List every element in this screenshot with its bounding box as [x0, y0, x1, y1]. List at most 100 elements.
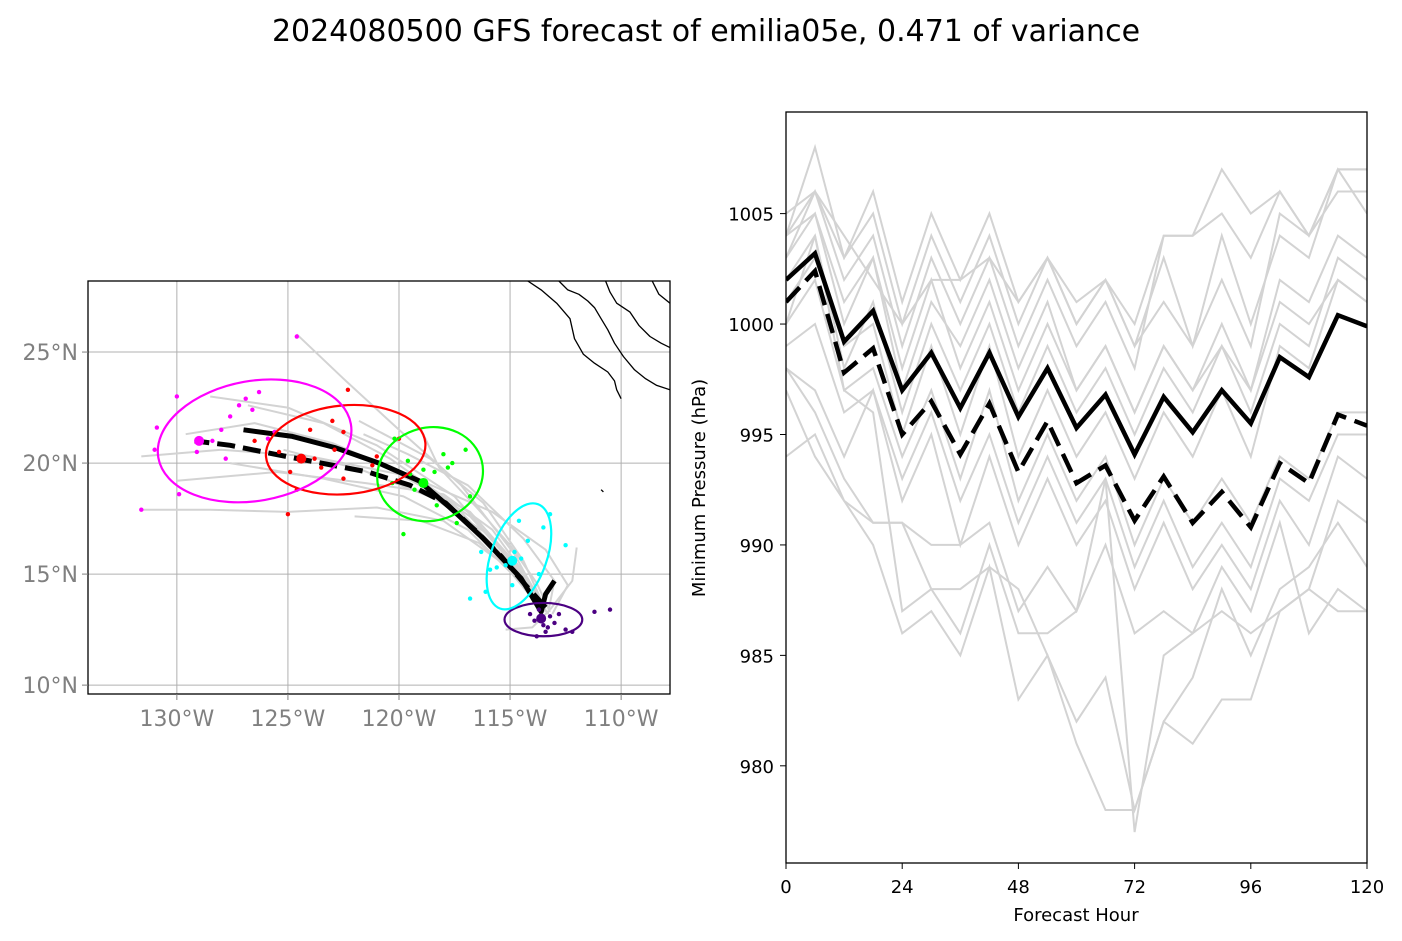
cluster-point-48h	[525, 538, 531, 543]
cluster-point-120h	[250, 407, 255, 412]
pressure-ensemble-line	[786, 367, 1367, 592]
pressure-ensemble-line	[786, 167, 1367, 350]
cluster-point-96h	[287, 469, 293, 475]
cluster-point-120h	[294, 334, 300, 339]
pressure-ensemble-line	[786, 211, 1367, 415]
cluster-point-48h	[518, 556, 524, 561]
map-xtick-label: 120°W	[362, 707, 437, 732]
cluster-point-24h	[607, 607, 613, 612]
cluster-point-72h	[401, 531, 406, 537]
cluster-point-72h	[421, 467, 426, 472]
cluster-point-24h	[547, 614, 553, 619]
cluster-point-24h	[536, 607, 542, 612]
cluster-point-120h	[219, 427, 224, 432]
cluster-point-120h	[154, 425, 160, 430]
coastline-segment	[651, 281, 670, 304]
cluster-point-24h	[543, 629, 548, 635]
track-map-panel: 130°W 125°W 120°W 115°W 110°W 10°N 15°N 20°N 25°…	[23, 280, 671, 732]
pressure-ensemble-line	[786, 167, 1367, 372]
cluster-mean-120h	[194, 435, 205, 446]
cluster-point-120h	[139, 507, 144, 512]
cluster-point-96h	[345, 387, 351, 393]
cluster-point-120h	[176, 491, 182, 497]
cluster-point-24h	[527, 611, 533, 617]
cluster-point-96h	[332, 447, 337, 452]
cluster-point-96h	[370, 463, 375, 468]
coastline-segment	[558, 281, 670, 391]
cluster-point-120h	[152, 447, 157, 452]
cluster-point-96h	[330, 418, 335, 424]
cluster-point-48h	[467, 596, 473, 601]
cluster-point-120h	[194, 449, 200, 455]
cluster-point-96h	[341, 429, 346, 435]
pressure-ytick-label: 1005	[728, 205, 774, 226]
cluster-point-120h	[256, 389, 262, 395]
cluster-point-120h	[227, 414, 233, 419]
map-xtick-label: 115°W	[473, 707, 548, 732]
pressure-ensemble-line	[786, 235, 1367, 833]
cluster-point-48h	[494, 565, 499, 570]
cluster-mean-24h	[536, 613, 547, 624]
cluster-point-72h	[467, 494, 473, 499]
cluster-point-72h	[441, 451, 446, 457]
pressure-mean-lines	[786, 249, 1367, 532]
coastline-segment	[527, 281, 622, 399]
cluster-point-24h	[532, 618, 537, 623]
cluster-point-48h	[516, 518, 522, 524]
pressure-ytick-label: 990	[740, 536, 774, 557]
cluster-point-96h	[374, 454, 379, 459]
x-axis-label: Forecast Hour	[1013, 905, 1139, 926]
pressure-ensemble-line	[786, 432, 1367, 811]
cluster-point-72h	[454, 520, 459, 526]
cluster-point-24h	[545, 625, 551, 630]
pressure-ensemble-line	[786, 277, 1367, 548]
cluster-point-96h	[307, 427, 313, 432]
map-frame	[87, 280, 671, 695]
map-ytick-label: 10°N	[23, 674, 78, 699]
cluster-point-72h	[450, 460, 455, 466]
mean-tracks	[194, 427, 557, 615]
ensemble-track	[210, 395, 545, 611]
map-xtick-label: 130°W	[139, 707, 214, 732]
map-tick-labels: 130°W 125°W 120°W 115°W 110°W 10°N 15°N 20°N 25°…	[23, 341, 659, 732]
cluster-point-120h	[210, 438, 215, 444]
cluster-mean-72h	[418, 478, 429, 489]
pressure-ytick-label: 995	[740, 425, 774, 446]
cluster-point-96h	[341, 476, 346, 481]
map-xtick-label: 110°W	[584, 707, 659, 732]
cluster-point-24h	[541, 622, 546, 628]
cluster-point-24h	[556, 611, 562, 617]
cluster-point-48h	[512, 549, 517, 555]
cluster-point-72h	[405, 458, 411, 464]
cluster-point-96h	[285, 511, 291, 517]
pressure-ensemble-line	[786, 389, 1367, 814]
cluster-point-120h	[174, 394, 180, 399]
cluster-point-24h	[552, 620, 557, 626]
pressure-ytick-label: 1000	[728, 315, 774, 336]
cluster-point-72h	[463, 447, 468, 452]
cluster-mean-96h	[296, 453, 307, 464]
pressure-mean-solid	[786, 249, 1367, 460]
pressure-mean-dashed	[786, 266, 1367, 532]
cluster-ellipses	[156, 378, 584, 638]
cluster-point-96h	[276, 449, 282, 455]
map-ytick-label: 20°N	[23, 452, 78, 477]
cluster-point-72h	[432, 469, 437, 475]
cluster-point-72h	[434, 503, 439, 508]
pressure-xtick-label: 0	[780, 877, 791, 898]
cluster-ellipse-24h	[503, 601, 584, 638]
map-ytick-label: 25°N	[23, 341, 78, 366]
mean-track-solid	[243, 427, 557, 615]
ensemble-track	[549, 547, 578, 611]
ensemble-track	[358, 420, 547, 611]
cluster-point-48h	[503, 563, 508, 568]
cluster-point-48h	[563, 543, 568, 548]
pressure-ensemble-line	[786, 322, 1367, 570]
cluster-point-48h	[510, 582, 515, 588]
pressure-xtick-label: 24	[891, 877, 914, 898]
cluster-ellipse-120h	[156, 378, 353, 504]
cluster-ellipse-48h	[485, 502, 553, 611]
pressure-timeseries-panel: 0 24 48 72 96 120 980 985 990 995 1000 1005 Forecas…	[689, 111, 1384, 926]
map-ytick-label: 15°N	[23, 563, 78, 588]
